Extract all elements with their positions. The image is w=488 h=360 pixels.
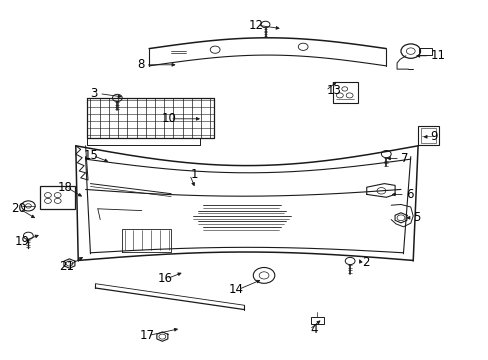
Text: 7: 7 <box>400 152 407 165</box>
Circle shape <box>261 21 269 28</box>
Text: 16: 16 <box>157 273 172 285</box>
Text: 1: 1 <box>190 168 198 181</box>
Text: 11: 11 <box>429 49 445 62</box>
Text: 10: 10 <box>161 112 176 125</box>
Text: 21: 21 <box>59 260 74 273</box>
Text: 3: 3 <box>90 87 98 100</box>
Text: 13: 13 <box>326 84 341 97</box>
Text: 19: 19 <box>15 235 30 248</box>
Text: 9: 9 <box>429 130 437 143</box>
Bar <box>418 48 431 55</box>
Text: 20: 20 <box>11 202 25 215</box>
Text: 14: 14 <box>228 283 244 296</box>
Text: 18: 18 <box>58 181 72 194</box>
Text: 8: 8 <box>137 58 144 71</box>
Bar <box>40 186 75 209</box>
Text: 2: 2 <box>361 256 368 269</box>
Text: 12: 12 <box>248 19 263 32</box>
Text: 6: 6 <box>405 188 412 201</box>
Text: 15: 15 <box>84 149 99 162</box>
Bar <box>332 82 357 103</box>
Bar <box>310 317 324 324</box>
Text: 5: 5 <box>412 211 420 224</box>
Bar <box>417 126 438 145</box>
Text: 17: 17 <box>139 329 154 342</box>
Bar <box>420 128 435 143</box>
Text: 4: 4 <box>310 323 317 336</box>
